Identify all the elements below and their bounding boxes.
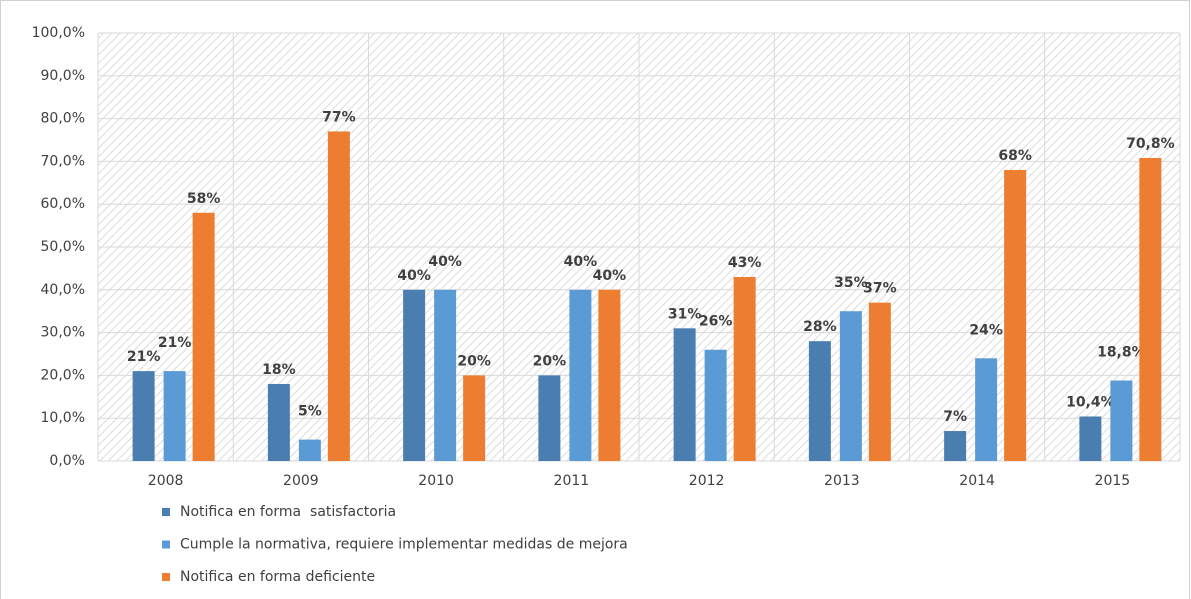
value-label: 40%: [428, 254, 462, 270]
legend-swatch: [162, 573, 170, 581]
bar: [598, 289, 621, 461]
bar: [267, 383, 290, 461]
y-tick-label: 40,0%: [41, 282, 85, 298]
value-label: 70,8%: [1126, 136, 1175, 152]
x-tick-label: 2008: [148, 473, 184, 489]
value-label: 21%: [158, 335, 192, 351]
value-label: 37%: [863, 281, 897, 297]
value-label: 43%: [728, 255, 762, 271]
bar: [868, 302, 891, 461]
value-label: 18%: [262, 362, 296, 378]
value-label: 26%: [699, 314, 733, 330]
bar: [704, 349, 727, 461]
y-tick-label: 60,0%: [41, 196, 85, 212]
value-label: 35%: [834, 275, 868, 291]
bar: [327, 131, 350, 461]
legend-label: Notifica en forma satisfactoria: [180, 504, 396, 520]
y-tick-label: 20,0%: [41, 367, 85, 383]
x-tick-label: 2013: [824, 473, 860, 489]
y-tick-label: 80,0%: [41, 111, 85, 127]
bar: [569, 289, 592, 461]
y-tick-label: 100,0%: [32, 25, 85, 41]
bar: [192, 212, 215, 461]
bar: [733, 276, 756, 461]
value-label: 40%: [593, 268, 627, 284]
bar: [944, 431, 967, 461]
value-label: 20%: [457, 353, 491, 369]
bar: [463, 375, 486, 461]
value-label: 77%: [322, 109, 356, 125]
y-tick-label: 90,0%: [41, 68, 85, 84]
legend-swatch: [162, 540, 170, 549]
value-label: 31%: [668, 306, 702, 322]
value-label: 5%: [298, 404, 322, 420]
y-tick-label: 0,0%: [49, 453, 85, 469]
value-label: 7%: [943, 409, 967, 425]
y-tick-label: 50,0%: [41, 239, 85, 255]
bar: [1079, 416, 1102, 461]
bar: [673, 328, 696, 461]
bar: [163, 371, 186, 461]
bar: [403, 289, 426, 461]
legend-label: Cumple la normativa, requiere implementa…: [180, 537, 628, 553]
x-tick-label: 2014: [959, 473, 995, 489]
legend-swatch: [162, 508, 170, 516]
y-tick-label: 10,0%: [41, 410, 85, 426]
x-tick-label: 2015: [1095, 473, 1131, 489]
value-label: 24%: [969, 322, 1003, 338]
legend-label: Notifica en forma deficiente: [180, 569, 375, 585]
bar: [538, 375, 561, 461]
value-label: 40%: [564, 254, 598, 270]
value-label: 28%: [803, 319, 837, 335]
value-label: 58%: [187, 191, 221, 207]
bar: [975, 358, 998, 461]
bar: [132, 371, 155, 461]
x-tick-label: 2012: [689, 473, 725, 489]
y-tick-label: 30,0%: [41, 325, 85, 341]
x-tick-label: 2009: [283, 473, 319, 489]
bar: [298, 439, 321, 461]
y-tick-label: 70,0%: [41, 153, 85, 169]
bar: [1004, 169, 1027, 461]
x-tick-label: 2011: [554, 473, 590, 489]
value-label: 68%: [998, 148, 1032, 164]
value-label: 18,8%: [1097, 345, 1146, 361]
value-label: 10,4%: [1066, 394, 1115, 410]
value-label: 20%: [533, 353, 567, 369]
value-label: 40%: [397, 268, 431, 284]
x-tick-label: 2010: [418, 473, 454, 489]
bar: [1139, 157, 1162, 461]
bar: [434, 289, 457, 461]
bar: [808, 341, 831, 461]
bar: [839, 311, 862, 461]
value-label: 21%: [127, 349, 161, 365]
bar: [1110, 380, 1133, 461]
